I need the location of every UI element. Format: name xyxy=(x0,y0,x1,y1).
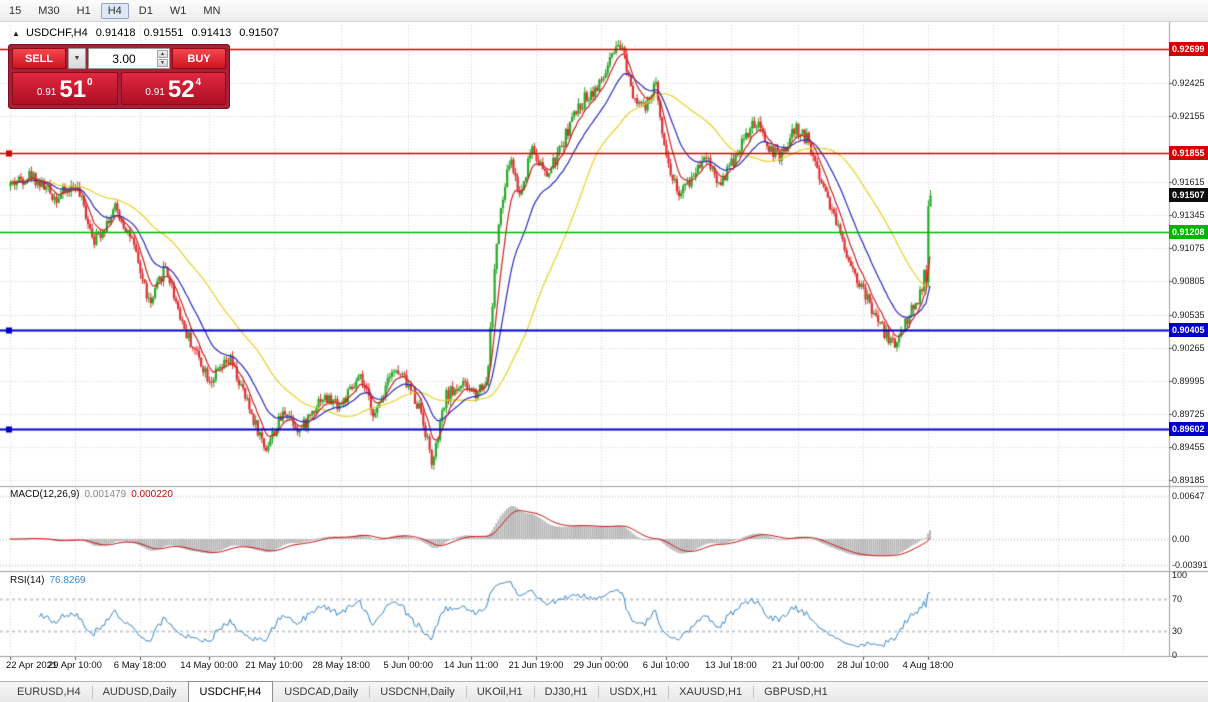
current-price-badge: 0.91507 xyxy=(1169,188,1208,203)
symbol-tab-gbpusd[interactable]: GBPUSD,H1 xyxy=(753,682,839,702)
time-axis-label: 21 Jun 19:00 xyxy=(508,660,564,671)
price-chart-canvas[interactable] xyxy=(0,0,1208,681)
time-axis-label: 6 Jul 10:00 xyxy=(642,660,690,671)
one-click-trading-panel: SELL ▼ ▲ ▼ BUY 0.91 51 0 0.91 52 xyxy=(8,44,230,109)
volume-field: ▲ ▼ xyxy=(88,48,170,69)
symbol-tab-usdcnh[interactable]: USDCNH,Daily xyxy=(369,682,466,702)
sell-button[interactable]: SELL xyxy=(12,48,66,69)
ohlc-open: 0.91418 xyxy=(95,27,136,39)
symbol-tab-eurusd[interactable]: EURUSD,H4 xyxy=(17,686,81,698)
symbol-tab-audusd[interactable]: AUDUSD,Daily xyxy=(91,682,188,702)
volume-decrease-button[interactable]: ▼ xyxy=(157,59,168,67)
price-axis-label: 0.89455 xyxy=(1172,441,1205,452)
price-axis-label: 0.90265 xyxy=(1172,342,1205,353)
price-axis-label: 0.89995 xyxy=(1172,375,1205,386)
buy-price-prefix: 0.91 xyxy=(145,87,165,98)
symbol-tab-usdcad[interactable]: USDCAD,Daily xyxy=(284,686,359,698)
macd-main-value: 0.001479 xyxy=(84,489,127,500)
rsi-axis-label: 30 xyxy=(1172,626,1183,636)
price-axis-label: 0.92425 xyxy=(1172,78,1205,89)
time-axis-label: 28 Jul 10:00 xyxy=(837,660,889,671)
symbol-tab-usdchf[interactable]: USDCHF,H4 xyxy=(187,681,274,702)
hline-price-badge: 0.91208 xyxy=(1169,225,1208,240)
time-axis-label: 28 May 18:00 xyxy=(312,660,370,671)
time-axis-label: 4 Aug 18:00 xyxy=(902,660,954,671)
volume-dropdown-button[interactable]: ▼ xyxy=(68,48,86,69)
chevron-down-icon: ▼ xyxy=(73,55,81,62)
buy-price-display[interactable]: 0.91 52 4 xyxy=(120,72,226,105)
hline-price-badge: 0.92699 xyxy=(1169,42,1208,57)
buy-price-big-digits: 52 xyxy=(167,76,195,103)
symbol-tab-dj30[interactable]: DJ30,H1 xyxy=(533,682,599,702)
buy-price-pip-digit: 4 xyxy=(195,77,202,88)
time-axis-label: 14 Jun 11:00 xyxy=(443,660,499,671)
ohlc-low: 0.91413 xyxy=(191,27,232,39)
time-axis-label: 29 Jun 00:00 xyxy=(573,660,629,671)
rsi-indicator-label: RSI(14) 76.8269 xyxy=(10,575,86,586)
time-axis-label: 14 May 00:00 xyxy=(180,660,238,671)
sell-price-prefix: 0.91 xyxy=(36,87,57,98)
sell-price-display[interactable]: 0.91 51 0 xyxy=(12,72,118,105)
price-axis-label: 0.91075 xyxy=(1172,243,1205,254)
price-axis-label: 0.90805 xyxy=(1172,276,1205,287)
chart-ohlc-title: ▲ USDCHF,H4 0.91418 0.91551 0.91413 0.91… xyxy=(12,27,284,39)
collapse-arrow-icon[interactable]: ▲ xyxy=(12,29,20,38)
symbol-tab-xauusd[interactable]: XAUUSD,H1 xyxy=(668,682,753,702)
sell-price-pip-digit: 0 xyxy=(87,77,93,88)
rsi-value: 76.8269 xyxy=(49,575,86,586)
time-axis-label: 29 Apr 10:00 xyxy=(48,660,102,671)
macd-title: MACD(12,26,9) xyxy=(10,489,80,500)
time-axis-label: 21 May 10:00 xyxy=(245,660,303,671)
price-axis-label: 0.91345 xyxy=(1172,210,1205,221)
hline-price-badge: 0.89602 xyxy=(1169,421,1208,436)
time-axis-label: 21 Jul 00:00 xyxy=(772,660,824,671)
rsi-axis-label: 0 xyxy=(1172,650,1178,660)
hline-price-badge: 0.91855 xyxy=(1169,145,1208,160)
time-axis-label: 5 Jun 00:00 xyxy=(383,660,433,671)
time-axis-label: 22 Apr 2021 xyxy=(6,660,58,671)
rsi-axis-label: 100 xyxy=(1172,570,1188,580)
chart-tabs-bar: EURUSD,H4 AUDUSD,Daily USDCHF,H4 USDCAD,Dai… xyxy=(0,681,1208,702)
rsi-title: RSI(14) xyxy=(10,575,45,586)
symbol-tab-usdx[interactable]: USDX,H1 xyxy=(598,682,668,702)
price-axis-label: 0.92155 xyxy=(1172,111,1205,122)
price-axis-label: 0.89185 xyxy=(1172,474,1205,485)
time-axis-label: 6 May 18:00 xyxy=(113,660,167,671)
time-axis-label: 13 Jul 18:00 xyxy=(705,660,757,671)
price-axis-label: 0.90535 xyxy=(1172,309,1205,320)
rsi-axis-label: 70 xyxy=(1172,594,1183,604)
price-axis-label: 0.91615 xyxy=(1172,177,1205,188)
symbol-tab-ukoil[interactable]: UKOil,H1 xyxy=(465,682,534,702)
sell-price-big-digits: 51 xyxy=(59,76,87,103)
ohlc-close: 0.91507 xyxy=(239,27,280,39)
hline-price-badge: 0.90405 xyxy=(1169,323,1208,338)
macd-axis-label: -0.00391 xyxy=(1172,560,1208,571)
volume-increase-button[interactable]: ▲ xyxy=(157,50,168,58)
buy-button[interactable]: BUY xyxy=(172,48,226,69)
macd-axis-label: 0.00 xyxy=(1172,534,1190,544)
price-axis-label: 0.89725 xyxy=(1172,408,1205,419)
ohlc-high: 0.91551 xyxy=(143,27,184,39)
chart-symbol-label: USDCHF,H4 xyxy=(25,27,88,39)
macd-signal-value: 0.000220 xyxy=(131,489,173,500)
volume-input[interactable] xyxy=(89,49,169,68)
macd-indicator-label: MACD(12,26,9) 0.001479 0.000220 xyxy=(10,489,173,500)
macd-axis-label: 0.00647 xyxy=(1172,490,1205,501)
